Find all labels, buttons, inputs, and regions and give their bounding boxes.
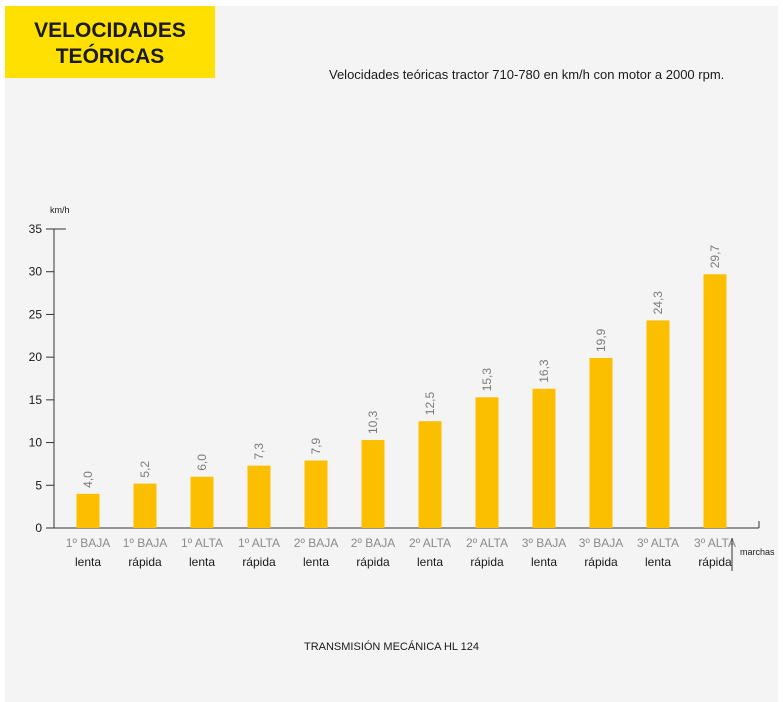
x-category-label-line1: 1º ALTA — [238, 536, 280, 550]
bar — [76, 493, 100, 528]
x-category-label-line2: rápida — [242, 555, 276, 569]
x-category-label-line1: 1º BAJA — [123, 536, 167, 550]
chart-subtitle: Velocidades teóricas tractor 710-780 en … — [329, 67, 725, 82]
bar — [532, 388, 556, 528]
x-category-label-line2: rápida — [470, 555, 504, 569]
bar — [589, 357, 613, 528]
bar-value-label: 7,3 — [252, 443, 266, 460]
x-category-label-line1: 2º ALTA — [466, 536, 508, 550]
bar — [475, 397, 499, 528]
title-line-1: VELOCIDADES — [34, 19, 186, 42]
bar — [190, 476, 214, 528]
bar — [703, 274, 727, 528]
x-category-label-line1: 3º ALTA — [637, 536, 679, 550]
x-category-label-line1: 3º BAJA — [522, 536, 566, 550]
x-category-label-line2: rápida — [128, 555, 162, 569]
y-axis-unit: km/h — [50, 205, 70, 215]
bar-value-label: 24,3 — [651, 291, 665, 315]
chart-footer: TRANSMISIÓN MECÁNICA HL 124 — [303, 641, 480, 653]
bar — [133, 483, 157, 528]
bar-value-label: 10,3 — [366, 410, 380, 434]
x-category-label-line2: rápida — [584, 555, 618, 569]
bar-value-label: 7,9 — [309, 438, 323, 455]
x-category-label-line2: lenta — [531, 555, 557, 569]
bar — [646, 320, 670, 528]
title-badge: VELOCIDADES TEÓRICAS — [5, 6, 215, 78]
y-tick-label: 30 — [29, 265, 43, 279]
y-tick-label: 10 — [29, 436, 43, 450]
x-category-label-line2: lenta — [417, 555, 443, 569]
x-category-label-line1: 3º ALTA — [694, 536, 736, 550]
x-category-label-line2: lenta — [189, 555, 215, 569]
y-tick-label: 15 — [29, 393, 43, 407]
x-category-label-line2: rápida — [698, 555, 732, 569]
bar-value-label: 5,2 — [138, 461, 152, 478]
bar-value-label: 16,3 — [537, 359, 551, 383]
bar-value-label: 4,0 — [81, 471, 95, 488]
x-category-label-line2: lenta — [303, 555, 329, 569]
bar-value-label: 15,3 — [480, 368, 494, 392]
bar-value-label: 29,7 — [708, 245, 722, 269]
x-category-label-line1: 1º ALTA — [181, 536, 223, 550]
y-tick-label: 35 — [29, 222, 43, 236]
x-category-label-line2: lenta — [75, 555, 101, 569]
bar-value-label: 12,5 — [423, 392, 437, 416]
x-category-label-line1: 2º BAJA — [351, 536, 395, 550]
x-category-label-line1: 2º ALTA — [409, 536, 451, 550]
bar — [304, 460, 328, 528]
bar — [418, 421, 442, 528]
y-tick-label: 20 — [29, 350, 43, 364]
y-tick-label: 5 — [35, 478, 42, 492]
x-category-label-line1: 3º BAJA — [579, 536, 623, 550]
x-category-label-line2: rápida — [356, 555, 390, 569]
bar — [361, 440, 385, 528]
bar-value-label: 6,0 — [195, 454, 209, 471]
x-category-label-line1: 1º BAJA — [66, 536, 110, 550]
x-category-label-line2: lenta — [645, 555, 671, 569]
title-line-2: TEÓRICAS — [55, 45, 165, 68]
bar — [247, 465, 271, 528]
bar-value-label: 19,9 — [594, 328, 608, 352]
x-category-label-line1: 2º BAJA — [294, 536, 338, 550]
x-axis-label: marchas — [740, 547, 775, 557]
y-tick-label: 0 — [35, 521, 42, 535]
y-tick-label: 25 — [29, 307, 43, 321]
